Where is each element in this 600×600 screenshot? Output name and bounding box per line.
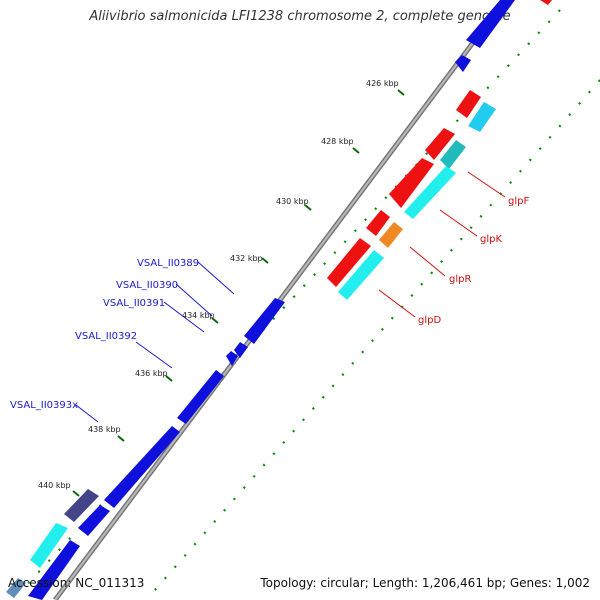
gene-teal-glpf[interactable] <box>440 140 466 169</box>
gene-cyan-glpd[interactable] <box>338 250 384 300</box>
scale-tick-label: 428 kbp <box>321 137 354 146</box>
genome-summary-text: Topology: circular; Length: 1,206,461 bp… <box>260 576 590 590</box>
gene-cyan-left[interactable] <box>30 523 68 568</box>
gene-cyan-1[interactable] <box>468 102 496 132</box>
gene-label-right: glpK <box>480 234 502 245</box>
gene-label-left: VSAL_II0389 <box>137 258 199 269</box>
gene-red-1[interactable] <box>456 90 481 118</box>
scale-tick-label: 440 kbp <box>38 481 71 490</box>
gene-block-lower[interactable] <box>78 505 110 536</box>
gene-label-right: glpR <box>449 274 471 285</box>
scale-tick-label: 430 kbp <box>276 197 309 206</box>
gene-label-right: glpF <box>508 196 529 207</box>
gene-vsal-ii0391[interactable] <box>226 351 238 366</box>
gene-glpk[interactable] <box>389 158 434 208</box>
label-leaders-left <box>75 261 235 423</box>
gene-vsal-ii0392[interactable] <box>177 370 224 424</box>
gene-red-topright[interactable] <box>540 0 552 5</box>
gene-teal-corner[interactable] <box>6 578 26 598</box>
gene-block-top[interactable] <box>466 0 515 48</box>
scale-tick-label: 426 kbp <box>366 79 399 88</box>
gene-label-left: VSAL_II0390 <box>116 280 178 291</box>
gene-vsal-ii0389[interactable] <box>244 298 285 344</box>
map-title: Aliivibrio salmonicida LFI1238 chromosom… <box>89 9 511 24</box>
scale-tick-label: 436 kbp <box>135 369 168 378</box>
gene-cyan-glpk[interactable] <box>404 166 456 219</box>
gene-vsal-ii0393x[interactable] <box>104 426 180 508</box>
gene-navy-block[interactable] <box>64 489 99 522</box>
accession-text: Accession: NC_011313 <box>8 576 145 590</box>
gene-label-left: VSAL_II0392 <box>75 331 137 342</box>
gene-vsal-ii0390[interactable] <box>234 342 248 358</box>
gene-label-left: VSAL_II0393x <box>10 400 78 411</box>
gene-label-left: VSAL_II0391 <box>103 298 165 309</box>
gene-block-small-top[interactable] <box>455 55 471 72</box>
scale-tick-label: 434 kbp <box>182 311 215 320</box>
scale-tick-marks <box>72 89 405 497</box>
gene-glpr[interactable] <box>366 210 390 236</box>
gene-glpf[interactable] <box>425 128 455 160</box>
scale-tick-label: 438 kbp <box>88 425 121 434</box>
scale-tick-label: 432 kbp <box>230 254 263 263</box>
label-leaders-right <box>378 171 506 318</box>
forward-genes <box>28 0 515 600</box>
gene-orange-glpr[interactable] <box>379 222 403 248</box>
reverse-genes <box>327 0 552 287</box>
gene-glpd[interactable] <box>327 238 371 287</box>
gene-block-bottom[interactable] <box>28 540 80 600</box>
inner-dotted-ring <box>147 79 600 599</box>
gene-label-right: glpD <box>418 315 441 326</box>
